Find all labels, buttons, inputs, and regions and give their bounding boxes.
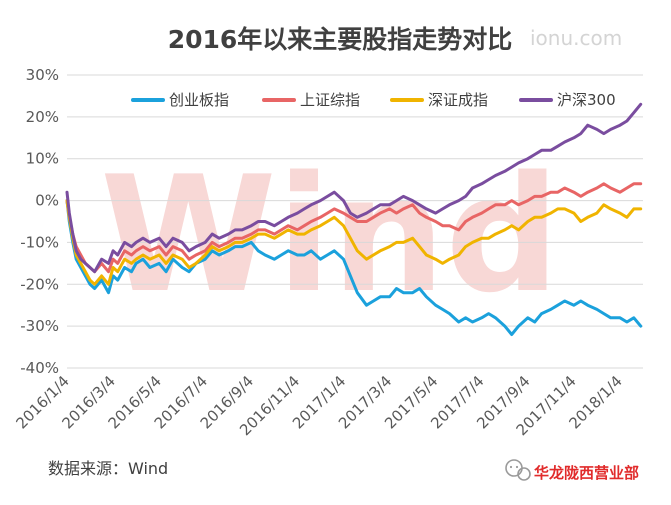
y-tick-label: 20% (26, 108, 59, 126)
y-axis: -40% -30% -20% -10% 0% 10% 20% 30% (20, 66, 59, 377)
legend-label: 创业板指 (169, 91, 229, 109)
y-tick-label: -30% (20, 317, 59, 335)
series-line (65, 199, 643, 286)
series-group (65, 102, 643, 336)
series-line (65, 102, 643, 274)
y-tick-label: -20% (20, 275, 59, 293)
y-tick-label: -10% (20, 233, 59, 251)
background-watermark: Wind (100, 141, 560, 328)
wechat-badge: 华龙陇西营业部 (505, 459, 639, 482)
chart-title: 2016年以来主要股指走势对比 (168, 25, 513, 54)
y-tick-label: -40% (20, 359, 59, 377)
y-tick-label: 10% (26, 150, 59, 168)
legend-label: 沪深300 (557, 91, 616, 109)
legend-label: 深证成指 (428, 91, 488, 109)
legend-label: 上证综指 (300, 91, 360, 109)
wechat-account-name: 华龙陇西营业部 (534, 464, 639, 482)
watermark-url: ionu.com (530, 26, 622, 50)
series-line (65, 199, 643, 336)
source-note: 数据来源：Wind (48, 459, 168, 478)
x-axis: 2016/1/42016/3/42016/5/42016/7/42016/9/4… (12, 372, 625, 439)
wechat-icon (505, 459, 531, 481)
legend: 创业板指 上证综指 深证成指 沪深300 (131, 91, 616, 109)
series-line (65, 182, 643, 274)
y-tick-label: 0% (35, 192, 59, 210)
y-tick-label: 30% (26, 66, 59, 84)
